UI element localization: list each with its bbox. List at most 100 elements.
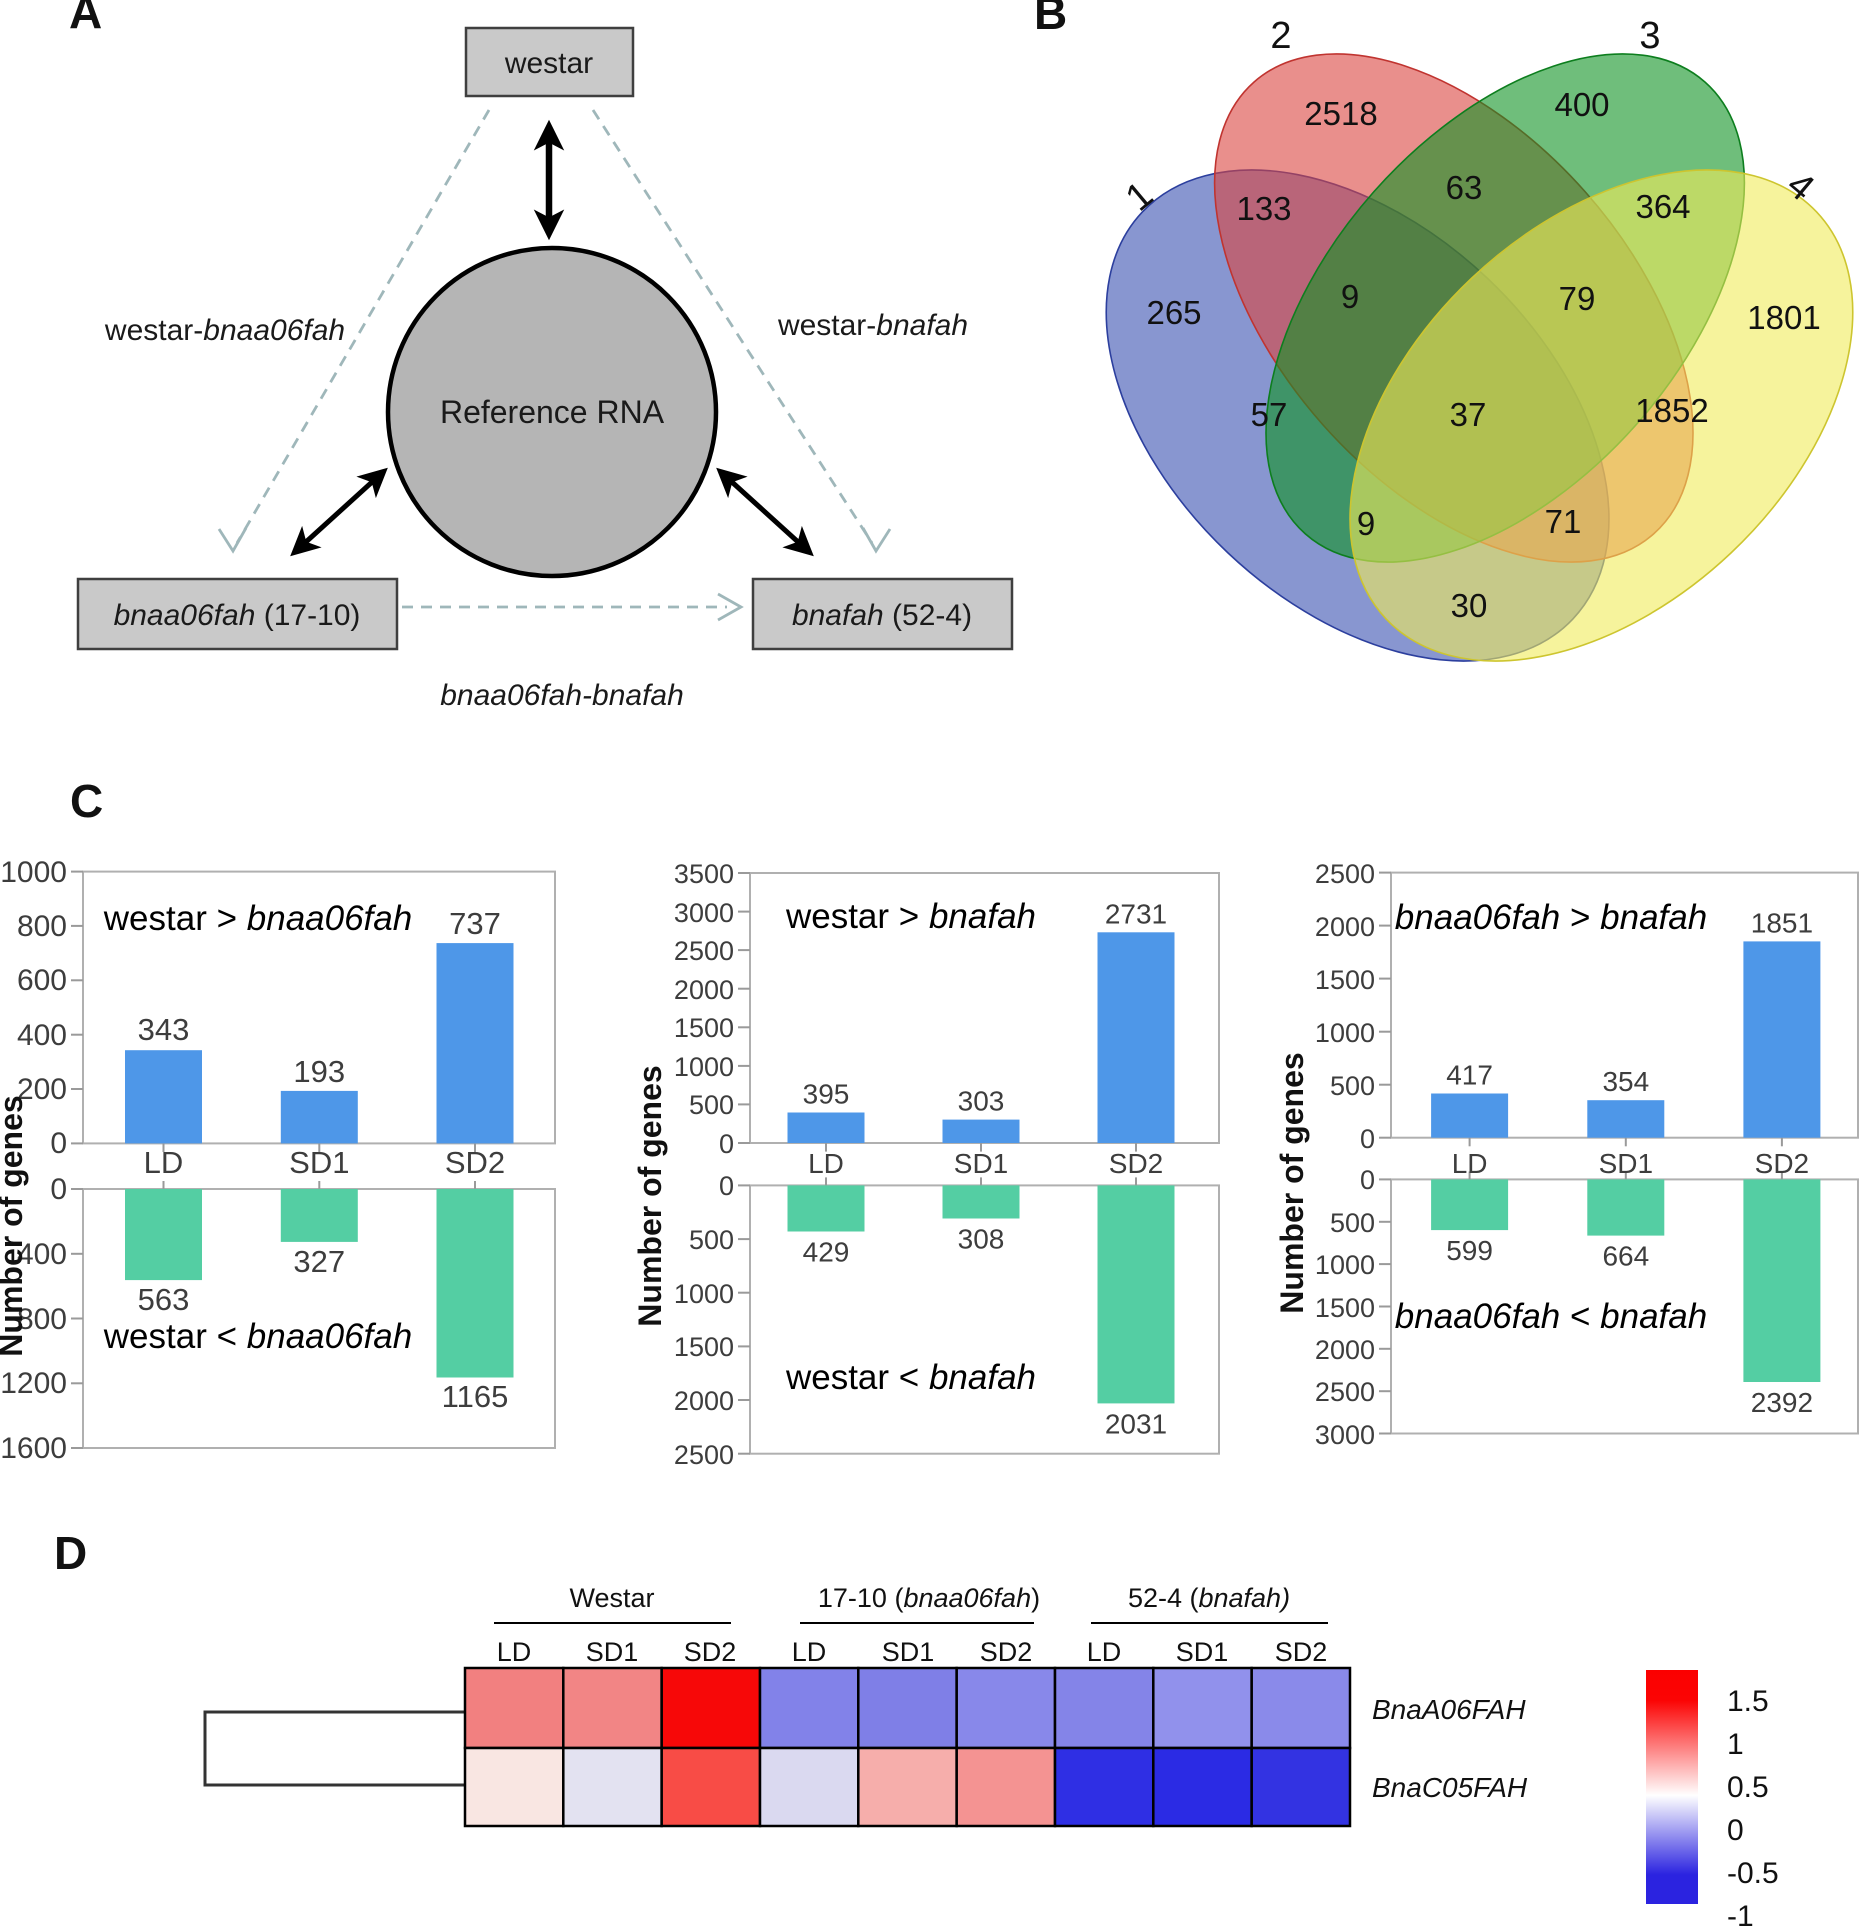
svg-text:bnafah (52-4): bnafah (52-4) — [792, 599, 972, 632]
svg-text:2500: 2500 — [674, 1440, 734, 1470]
svg-text:SD1: SD1 — [289, 1145, 349, 1180]
svg-text:SD1: SD1 — [1599, 1148, 1653, 1179]
svg-text:2500: 2500 — [674, 936, 734, 966]
svg-text:3500: 3500 — [674, 859, 734, 889]
svg-text:LD: LD — [1452, 1148, 1488, 1179]
svg-text:2000: 2000 — [1315, 1335, 1375, 1365]
svg-text:bnaa06fah-bnafah: bnaa06fah-bnafah — [440, 679, 684, 712]
svg-text:2: 2 — [1270, 15, 1291, 57]
svg-text:LD: LD — [792, 1637, 827, 1667]
svg-text:79: 79 — [1559, 280, 1596, 317]
svg-text:westar < bnafah: westar < bnafah — [785, 1358, 1036, 1397]
svg-text:1000: 1000 — [1315, 1250, 1375, 1280]
svg-text:0: 0 — [1360, 1124, 1375, 1154]
svg-text:Number of genes: Number of genes — [0, 1095, 29, 1356]
svg-text:2392: 2392 — [1751, 1387, 1813, 1418]
svg-text:265: 265 — [1146, 294, 1201, 331]
svg-text:37: 37 — [1450, 396, 1487, 433]
svg-text:2500: 2500 — [1315, 859, 1375, 889]
svg-text:400: 400 — [17, 1238, 67, 1271]
svg-text:9: 9 — [1357, 505, 1375, 542]
svg-text:SD2: SD2 — [1275, 1637, 1328, 1667]
svg-text:Number of genes: Number of genes — [1274, 1052, 1310, 1313]
svg-text:0: 0 — [1360, 1165, 1375, 1195]
svg-text:Reference RNA: Reference RNA — [440, 394, 665, 430]
svg-text:63: 63 — [1446, 169, 1483, 206]
svg-text:2500: 2500 — [1315, 1377, 1375, 1407]
svg-text:133: 133 — [1236, 190, 1291, 227]
svg-text:SD2: SD2 — [1109, 1148, 1163, 1179]
svg-text:0: 0 — [719, 1171, 734, 1201]
svg-text:364: 364 — [1635, 188, 1690, 225]
svg-text:800: 800 — [17, 1303, 67, 1336]
svg-text:1200: 1200 — [0, 1367, 67, 1400]
svg-text:800: 800 — [17, 910, 67, 943]
svg-text:LD: LD — [497, 1637, 532, 1667]
svg-text:2518: 2518 — [1304, 95, 1377, 132]
svg-text:westar > bnaa06fah: westar > bnaa06fah — [103, 899, 412, 938]
svg-text:200: 200 — [17, 1073, 67, 1106]
svg-text:599: 599 — [1446, 1235, 1493, 1266]
svg-text:2000: 2000 — [674, 975, 734, 1005]
svg-text:-0.5: -0.5 — [1727, 1857, 1779, 1890]
svg-text:417: 417 — [1446, 1060, 1493, 1091]
svg-text:30: 30 — [1451, 587, 1488, 624]
svg-text:354: 354 — [1602, 1066, 1649, 1097]
svg-text:Number of genes: Number of genes — [632, 1065, 668, 1326]
svg-text:57: 57 — [1251, 396, 1288, 433]
svg-text:1500: 1500 — [674, 1013, 734, 1043]
svg-text:-1: -1 — [1727, 1900, 1754, 1928]
svg-text:71: 71 — [1545, 503, 1582, 540]
svg-text:C: C — [70, 775, 103, 827]
svg-text:westar < bnaa06fah: westar < bnaa06fah — [103, 1317, 412, 1356]
svg-text:SD1: SD1 — [1176, 1637, 1229, 1667]
svg-text:0: 0 — [50, 1173, 67, 1206]
svg-text:SD2: SD2 — [684, 1637, 737, 1667]
svg-text:2000: 2000 — [1315, 912, 1375, 942]
svg-text:500: 500 — [1330, 1071, 1375, 1101]
svg-text:563: 563 — [138, 1282, 190, 1317]
svg-text:SD2: SD2 — [1755, 1148, 1809, 1179]
svg-text:1851: 1851 — [1751, 907, 1813, 938]
svg-text:1852: 1852 — [1635, 392, 1708, 429]
svg-text:1000: 1000 — [0, 856, 67, 889]
svg-text:400: 400 — [1554, 86, 1609, 123]
svg-text:bnaa06fah (17-10): bnaa06fah (17-10) — [114, 599, 361, 632]
svg-text:SD2: SD2 — [980, 1637, 1033, 1667]
svg-text:3000: 3000 — [1315, 1420, 1375, 1450]
svg-text:2031: 2031 — [1105, 1408, 1167, 1439]
svg-text:664: 664 — [1602, 1241, 1649, 1272]
svg-text:1: 1 — [1727, 1728, 1744, 1761]
svg-text:LD: LD — [808, 1148, 844, 1179]
svg-text:0: 0 — [1727, 1814, 1744, 1847]
svg-text:2731: 2731 — [1105, 898, 1167, 929]
svg-text:westar: westar — [504, 47, 593, 80]
svg-text:BnaC05FAH: BnaC05FAH — [1372, 1772, 1528, 1803]
svg-text:400: 400 — [17, 1019, 67, 1052]
svg-text:SD2: SD2 — [445, 1145, 505, 1180]
svg-text:1000: 1000 — [674, 1052, 734, 1082]
svg-text:B: B — [1034, 0, 1067, 39]
svg-text:9: 9 — [1341, 278, 1359, 315]
svg-text:500: 500 — [689, 1225, 734, 1255]
svg-text:52-4 (bnafah): 52-4 (bnafah) — [1128, 1583, 1290, 1613]
svg-text:SD1: SD1 — [586, 1637, 639, 1667]
svg-text:327: 327 — [293, 1244, 345, 1279]
svg-text:429: 429 — [803, 1237, 850, 1268]
svg-text:bnaa06fah < bnafah: bnaa06fah < bnafah — [1395, 1297, 1707, 1336]
svg-text:3000: 3000 — [674, 898, 734, 928]
svg-text:BnaA06FAH: BnaA06FAH — [1372, 1694, 1526, 1725]
svg-text:500: 500 — [1330, 1208, 1375, 1238]
svg-text:1165: 1165 — [442, 1379, 509, 1414]
svg-text:0: 0 — [719, 1129, 734, 1159]
svg-text:D: D — [54, 1527, 87, 1579]
svg-text:600: 600 — [17, 964, 67, 997]
svg-text:193: 193 — [293, 1054, 345, 1089]
svg-text:A: A — [69, 0, 102, 38]
svg-text:308: 308 — [958, 1224, 1005, 1255]
svg-text:westar-bnaa06fah: westar-bnaa06fah — [104, 314, 345, 347]
svg-text:westar > bnafah: westar > bnafah — [785, 897, 1036, 936]
svg-text:737: 737 — [449, 906, 501, 941]
svg-text:17-10 (bnaa06fah): 17-10 (bnaa06fah) — [818, 1583, 1040, 1613]
svg-text:LD: LD — [1087, 1637, 1122, 1667]
